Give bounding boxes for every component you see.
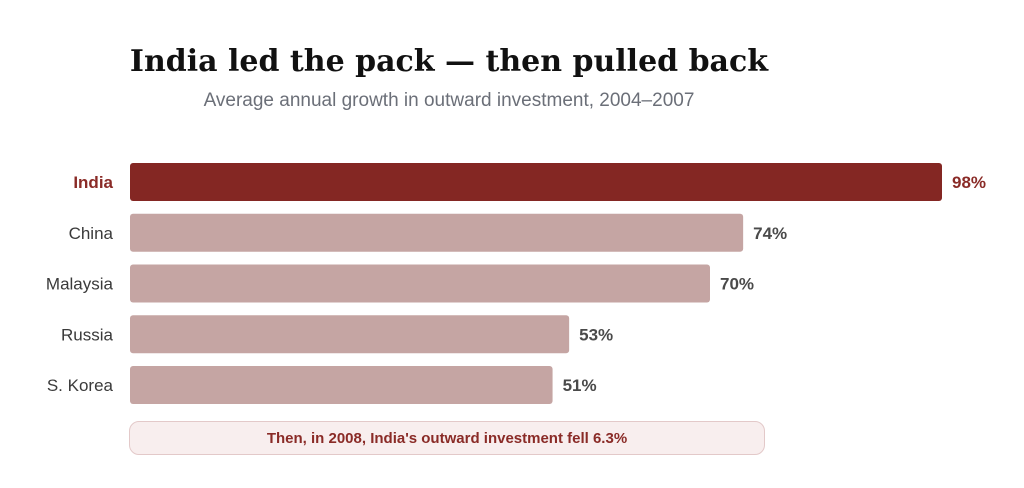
value-label-malaysia: 70% (720, 275, 754, 294)
bar-malaysia (130, 264, 710, 303)
value-label-china: 74% (753, 224, 787, 243)
bar-s-korea (130, 366, 553, 404)
bar-china (130, 213, 744, 252)
value-label-s-korea: 51% (563, 376, 597, 395)
bar-india (130, 163, 942, 201)
chart-title: India led the pack — then pulled back (129, 44, 769, 79)
bar-chart: India 98% China 74% Malaysia 70% Russia 53% S. K… (46, 163, 986, 404)
bar-russia (130, 315, 570, 354)
category-label-s-korea: S. Korea (47, 376, 114, 395)
value-label-india: 98% (952, 173, 986, 192)
category-label-china: China (69, 224, 114, 243)
chart-subtitle: Average annual growth in outward investm… (203, 90, 695, 111)
category-label-russia: Russia (61, 325, 114, 344)
category-label-malaysia: Malaysia (46, 275, 114, 294)
value-label-russia: 53% (579, 325, 613, 344)
annotation-note: Then, in 2008, India's outward investmen… (129, 421, 765, 455)
category-label-india: India (73, 173, 113, 192)
